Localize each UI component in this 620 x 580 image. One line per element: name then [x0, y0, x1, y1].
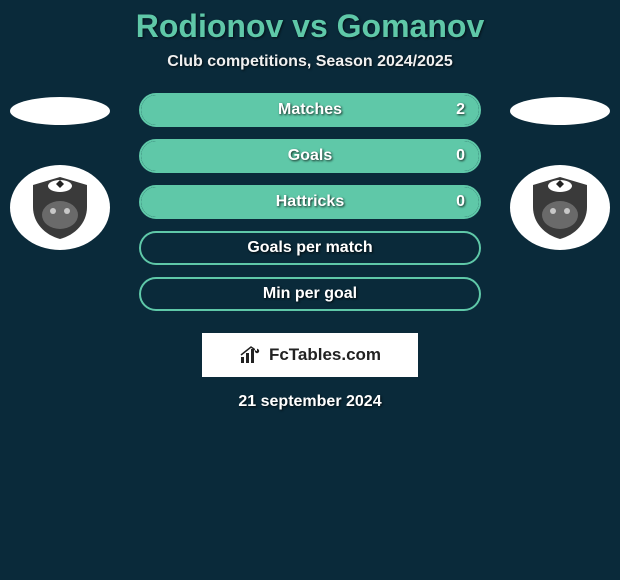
- stat-row: Min per goal: [139, 277, 481, 311]
- stat-row: Goals per match: [139, 231, 481, 265]
- stat-label: Goals per match: [247, 239, 372, 257]
- stat-label: Min per goal: [263, 285, 357, 303]
- stats-list: Matches 2 Goals 0 Hattricks 0 Goals per match M…: [139, 93, 481, 311]
- main-area: Matches 2 Goals 0 Hattricks 0 Goals per match M…: [0, 93, 620, 411]
- player-left-column: [0, 93, 120, 250]
- chart-icon: [239, 345, 263, 365]
- attribution-text: FcTables.com: [269, 345, 381, 365]
- player-right-column: [500, 93, 620, 250]
- attribution-badge: FcTables.com: [202, 333, 418, 377]
- stat-label: Hattricks: [276, 193, 344, 211]
- shield-icon: [25, 173, 95, 243]
- player-left-club-badge: [10, 165, 110, 250]
- player-right-avatar: [510, 97, 610, 125]
- shield-icon: [525, 173, 595, 243]
- page-subtitle: Club competitions, Season 2024/2025: [0, 53, 620, 71]
- stat-row: Hattricks 0: [139, 185, 481, 219]
- player-right-club-badge: [510, 165, 610, 250]
- page-root: Rodionov vs Gomanov Club competitions, S…: [0, 0, 620, 411]
- stat-row: Goals 0: [139, 139, 481, 173]
- stat-label: Goals: [288, 147, 332, 165]
- player-left-avatar: [10, 97, 110, 125]
- footer-date: 21 september 2024: [0, 393, 620, 411]
- stat-row: Matches 2: [139, 93, 481, 127]
- stat-label: Matches: [278, 101, 342, 119]
- stat-value-right: 0: [456, 193, 465, 211]
- stat-value-right: 0: [456, 147, 465, 165]
- page-title: Rodionov vs Gomanov: [0, 8, 620, 45]
- stat-value-right: 2: [456, 101, 465, 119]
